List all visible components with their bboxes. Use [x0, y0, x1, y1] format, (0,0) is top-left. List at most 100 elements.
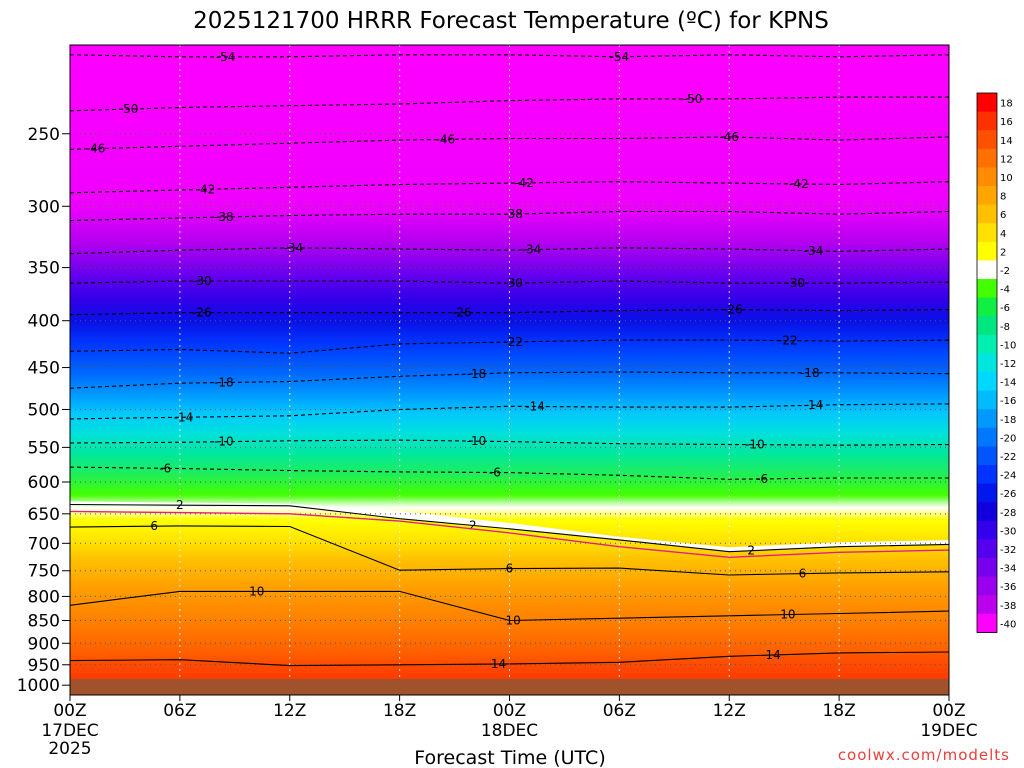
y-tick-label: 1000	[17, 676, 60, 696]
colorbar-swatch	[977, 483, 997, 503]
contour-label: 14	[491, 657, 506, 671]
y-tick-label: 750	[28, 562, 60, 582]
colorbar-swatch	[977, 334, 997, 354]
colorbar-swatch	[977, 390, 997, 410]
contour-label: -26	[452, 306, 472, 320]
contour-label: -6	[489, 466, 501, 480]
contour-label: -26	[723, 303, 743, 317]
contour-line	[70, 525, 949, 576]
contour-label: -50	[683, 92, 703, 106]
contour-label: -46	[86, 142, 106, 156]
colorbar-label: -16	[1000, 396, 1016, 407]
contour-label: -30	[192, 274, 212, 288]
y-tick-label: 950	[28, 656, 60, 676]
colorbar-label: -22	[1000, 452, 1016, 463]
y-tick-label: 650	[28, 505, 60, 525]
contour-label: -10	[467, 434, 487, 448]
contour-label: -38	[503, 207, 523, 221]
y-tick-label: 350	[28, 259, 60, 279]
y-tick-label: 450	[28, 359, 60, 379]
contour-label: -46	[436, 132, 456, 146]
colorbar-swatch	[977, 539, 997, 559]
colorbar-swatch	[977, 353, 997, 373]
contour-label: 2	[747, 544, 755, 558]
contour-label: -34	[804, 244, 824, 258]
contour-label: -14	[174, 410, 194, 424]
contour-label: -22	[503, 335, 523, 349]
colorbar-label: -26	[1000, 489, 1016, 500]
colorbar-swatch	[977, 465, 997, 485]
y-tick-label: 500	[28, 400, 60, 420]
contour-line	[70, 503, 949, 553]
x-tick-label: 00Z	[53, 701, 86, 721]
y-axis: 2503003504004505005506006507007508008509…	[17, 125, 70, 696]
colorbar-swatch	[977, 204, 997, 224]
contour-label: -42	[789, 177, 809, 191]
colorbar-label: -36	[1000, 582, 1016, 593]
colorbar: 18 16 14 12 10 8 6 4 2 -2 -4 -6 -8 -10 -12 -14 -16 -18 -20…	[976, 92, 1016, 633]
contour-label: 10	[249, 584, 264, 598]
colorbar-swatch	[977, 558, 997, 578]
contour-label: 6	[150, 519, 158, 533]
x-tick-label: 00Z	[932, 701, 965, 721]
colorbar-label: 4	[1000, 229, 1006, 240]
colorbar-label: 14	[1000, 136, 1013, 147]
x-tick-label: 19DEC	[920, 721, 977, 741]
colorbar-label: -12	[1000, 359, 1016, 370]
y-tick-label: 850	[28, 612, 60, 632]
colorbar-label: 8	[1000, 192, 1006, 203]
contour-label: -30	[503, 276, 523, 290]
colorbar-label: 2	[1000, 247, 1006, 258]
colorbar-label: -34	[1000, 564, 1016, 575]
colorbar-swatch	[977, 260, 997, 280]
contour-label: -26	[192, 306, 212, 320]
grid	[70, 45, 949, 695]
contour-label: -42	[514, 176, 534, 190]
x-tick-label: 2025	[48, 739, 91, 759]
contour-label: 2	[469, 518, 477, 532]
x-tick-label: 18Z	[822, 701, 855, 721]
contour-label: -42	[196, 182, 216, 196]
colorbar-swatch	[977, 409, 997, 429]
x-tick-label: 17DEC	[41, 721, 98, 741]
colorbar-frame	[976, 92, 998, 633]
contour-label: -54	[216, 50, 236, 64]
contour-label: -10	[214, 435, 234, 449]
y-tick-label: 250	[28, 125, 60, 145]
colorbar-label: -28	[1000, 508, 1016, 519]
colorbar-label: -20	[1000, 433, 1016, 444]
colorbar-swatch	[977, 297, 997, 317]
contour-label: -14	[525, 399, 545, 413]
chart-title: 2025121700 HRRR Forecast Temperature (ºC…	[193, 8, 829, 34]
contour-line	[70, 651, 949, 667]
contour-label: -50	[119, 102, 139, 116]
colorbar-swatch	[977, 167, 997, 187]
colorbar-swatch	[977, 148, 997, 168]
x-tick-label: 18Z	[383, 701, 416, 721]
colorbar-label: -24	[1000, 471, 1016, 482]
contour-label: 10	[506, 613, 521, 627]
y-tick-label: 300	[28, 197, 60, 217]
colorbar-label: -32	[1000, 545, 1016, 556]
colorbar-swatch	[977, 279, 997, 299]
colorbar-label: 6	[1000, 210, 1006, 221]
colorbar-swatch	[977, 372, 997, 392]
plot-area: -54 -54 -50 -50 -46 -46 -46 -42 -42 -42 -38 -38 -34 -…	[70, 45, 949, 695]
colorbar-label: -18	[1000, 415, 1016, 426]
contour-lines: -54 -54 -50 -50 -46 -46 -46 -42 -42 -42 -38 -38 -34 -…	[70, 50, 949, 671]
x-tick-label: 12Z	[713, 701, 746, 721]
colorbar-label: -4	[1000, 285, 1010, 296]
colorbar-swatch	[977, 93, 997, 113]
contour-label: 6	[799, 567, 807, 581]
colorbar-label: -38	[1000, 601, 1016, 612]
contour-label: -10	[745, 438, 765, 452]
contour-label: 14	[766, 648, 781, 662]
contour-label: 6	[506, 562, 514, 576]
y-tick-label: 400	[28, 312, 60, 332]
y-tick-label: 600	[28, 473, 60, 493]
contour-label: -34	[284, 241, 304, 255]
colorbar-label: -40	[1000, 619, 1016, 630]
colorbar-label: 18	[1000, 99, 1013, 110]
contour-label: -18	[800, 366, 820, 380]
